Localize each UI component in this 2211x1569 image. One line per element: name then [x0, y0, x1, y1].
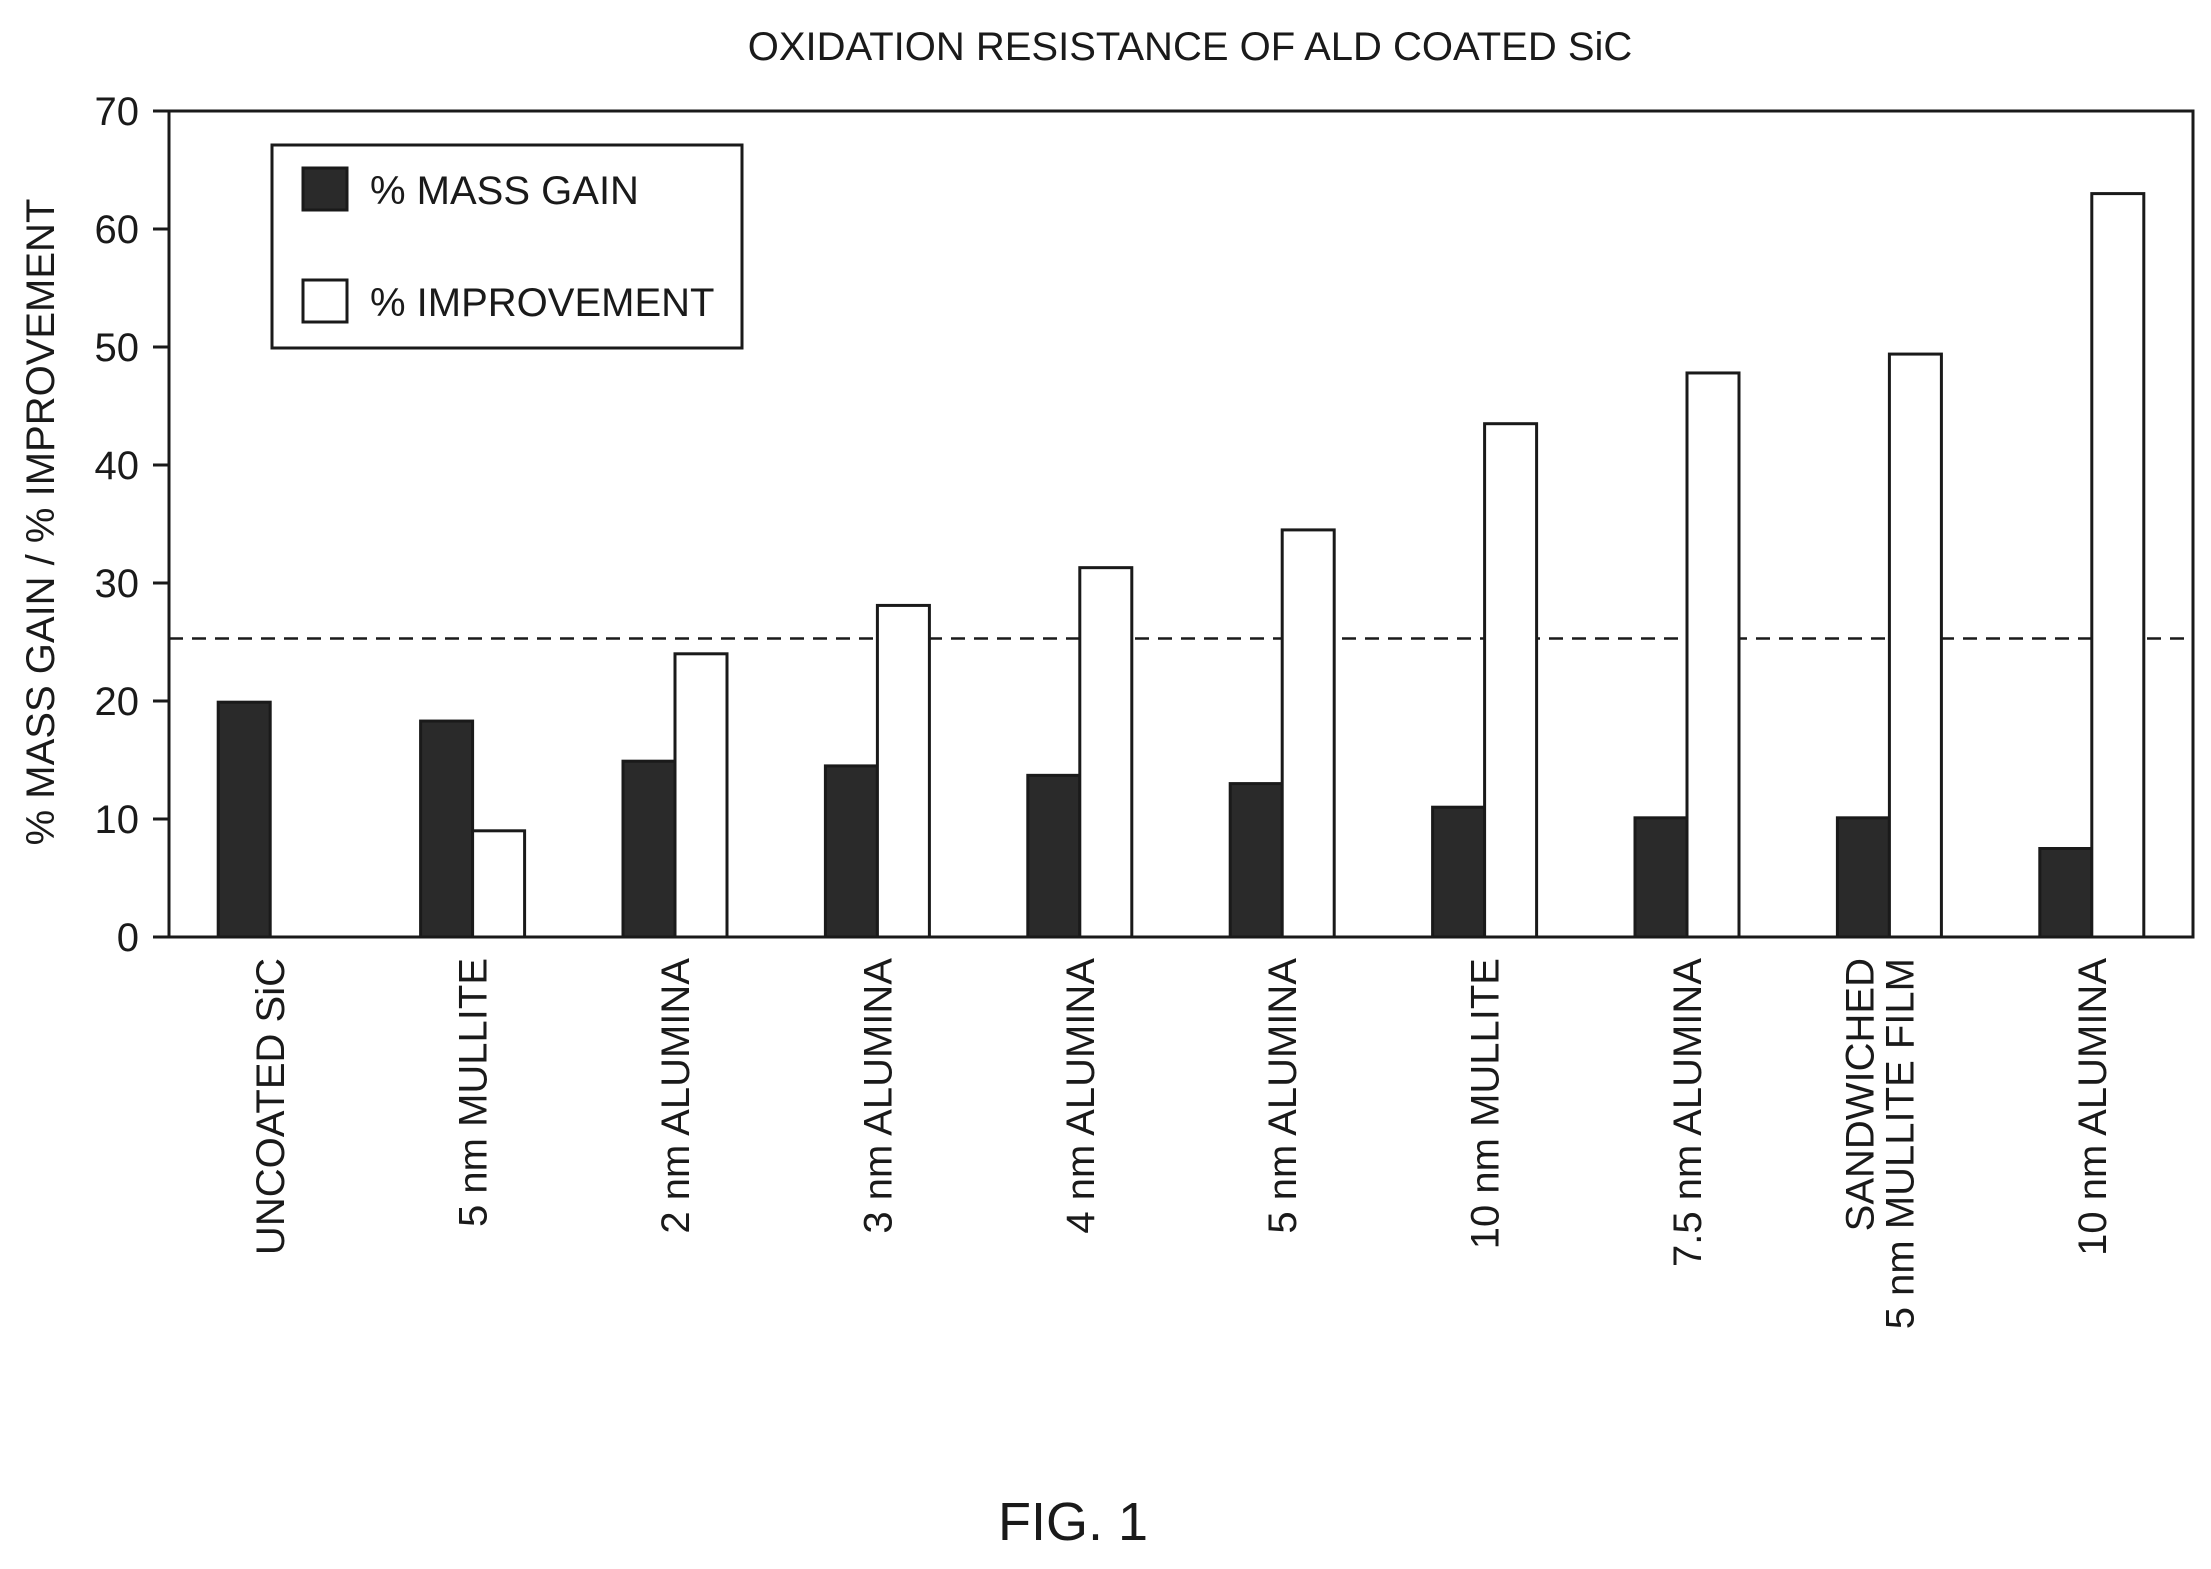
y-tick-label: 0: [117, 916, 139, 960]
y-tick-label: 40: [95, 444, 140, 488]
category-label: 10 nm ALUMINA: [2071, 958, 2115, 1256]
bars: [216, 192, 2146, 939]
category-label: 7.5 nm ALUMINA: [1666, 958, 1710, 1267]
bar-improvement: [673, 652, 729, 939]
legend-swatch-improvement: [301, 278, 349, 324]
bar-improvement: [2090, 192, 2146, 939]
legend: % MASS GAIN % IMPROVEMENT: [270, 143, 744, 350]
bar-mass-gain: [1431, 805, 1487, 939]
bar-mass-gain: [1633, 816, 1689, 939]
y-tick-label: 10: [95, 798, 140, 842]
bar-improvement: [471, 829, 527, 939]
y-tick-label: 50: [95, 326, 140, 370]
bar-mass-gain: [419, 719, 475, 939]
category-label: SANDWICHED: [1838, 958, 1882, 1231]
category-label: 2 nm ALUMINA: [654, 958, 698, 1234]
category-label: 5 nm MULLITE FILM: [1878, 958, 1922, 1329]
category-label: UNCOATED SiC: [249, 958, 293, 1255]
y-axis-label: % MASS GAIN / % IMPROVEMENT: [19, 199, 63, 846]
bar-mass-gain: [1228, 782, 1284, 939]
plot-frame: [167, 109, 2195, 939]
bar-mass-gain: [1835, 816, 1891, 939]
bar-improvement: [1887, 352, 1943, 939]
y-tick-label: 30: [95, 562, 140, 606]
bar-mass-gain: [216, 700, 272, 939]
legend-label: % IMPROVEMENT: [370, 281, 714, 325]
bar-improvement: [875, 603, 931, 939]
legend-swatch-mass-gain: [301, 166, 349, 212]
category-label: 10 nm MULLITE: [1464, 958, 1508, 1249]
y-tick-label: 70: [95, 90, 140, 134]
legend-box: [270, 143, 744, 350]
category-label: 3 nm ALUMINA: [856, 958, 900, 1234]
bar-mass-gain: [621, 759, 677, 939]
category-label: 5 nm ALUMINA: [1261, 958, 1305, 1234]
y-tick-label: 20: [95, 680, 140, 724]
chart-title: OXIDATION RESISTANCE OF ALD COATED SiC: [748, 25, 1633, 69]
figure-caption: FIG. 1: [998, 1492, 1148, 1552]
category-label: 5 nm MULLITE: [452, 958, 496, 1227]
category-labels: UNCOATED SiC 5 nm MULLITE 2 nm ALUMINA 3 nm…: [249, 958, 2115, 1330]
legend-label: % MASS GAIN: [370, 169, 639, 213]
bar-mass-gain: [823, 764, 879, 939]
bar-improvement: [1280, 528, 1336, 939]
bar-improvement: [1685, 371, 1741, 939]
bar-mass-gain: [1026, 773, 1082, 939]
bar-improvement: [1078, 566, 1134, 939]
category-label: 4 nm ALUMINA: [1059, 958, 1103, 1234]
bar-mass-gain: [2038, 847, 2094, 939]
y-axis-ticks: 0 10 20 30 40 50 60 70: [95, 90, 169, 960]
y-tick-label: 60: [95, 208, 140, 252]
bar-improvement: [1483, 422, 1539, 939]
